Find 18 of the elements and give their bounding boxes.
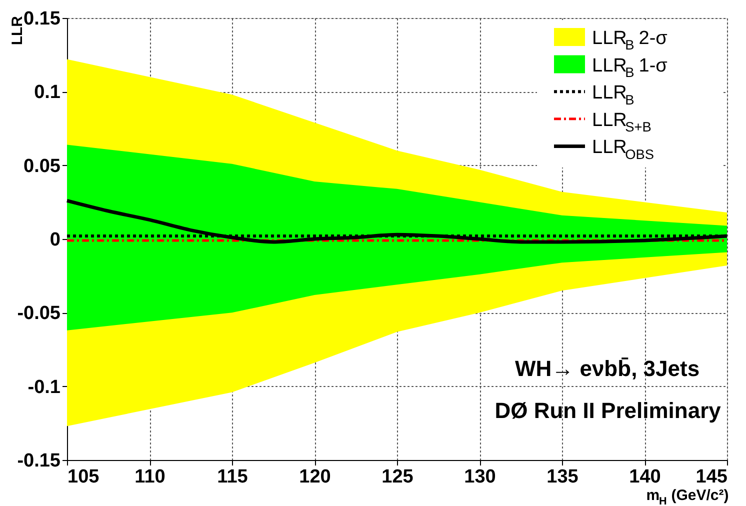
y-tick-label: 0.15 — [24, 8, 61, 30]
annotation: WH→ eνbb̄, 3Jets — [514, 356, 700, 381]
annotation: DØ Run II Preliminary — [494, 398, 722, 423]
y-tick-label: 0 — [50, 230, 60, 250]
x-tick-label: 105 — [68, 466, 100, 488]
x-tick-label: 125 — [382, 466, 414, 488]
x-tick-label: 130 — [464, 466, 496, 488]
x-tick-label: 110 — [134, 466, 166, 488]
y-tick-label: 0.1 — [34, 82, 61, 104]
x-tick-label: 145 — [696, 466, 728, 488]
y-tick-label: -0.1 — [28, 376, 61, 398]
x-tick-label: 120 — [299, 466, 331, 488]
x-tick-label: 115 — [217, 466, 248, 488]
y-tick-label: 0.05 — [24, 156, 61, 177]
x-tick-label: 140 — [629, 466, 661, 488]
y-tick-label: -0.05 — [17, 303, 61, 324]
y-tick-label: -0.15 — [17, 450, 61, 472]
x-tick-label: 135 — [546, 466, 579, 488]
